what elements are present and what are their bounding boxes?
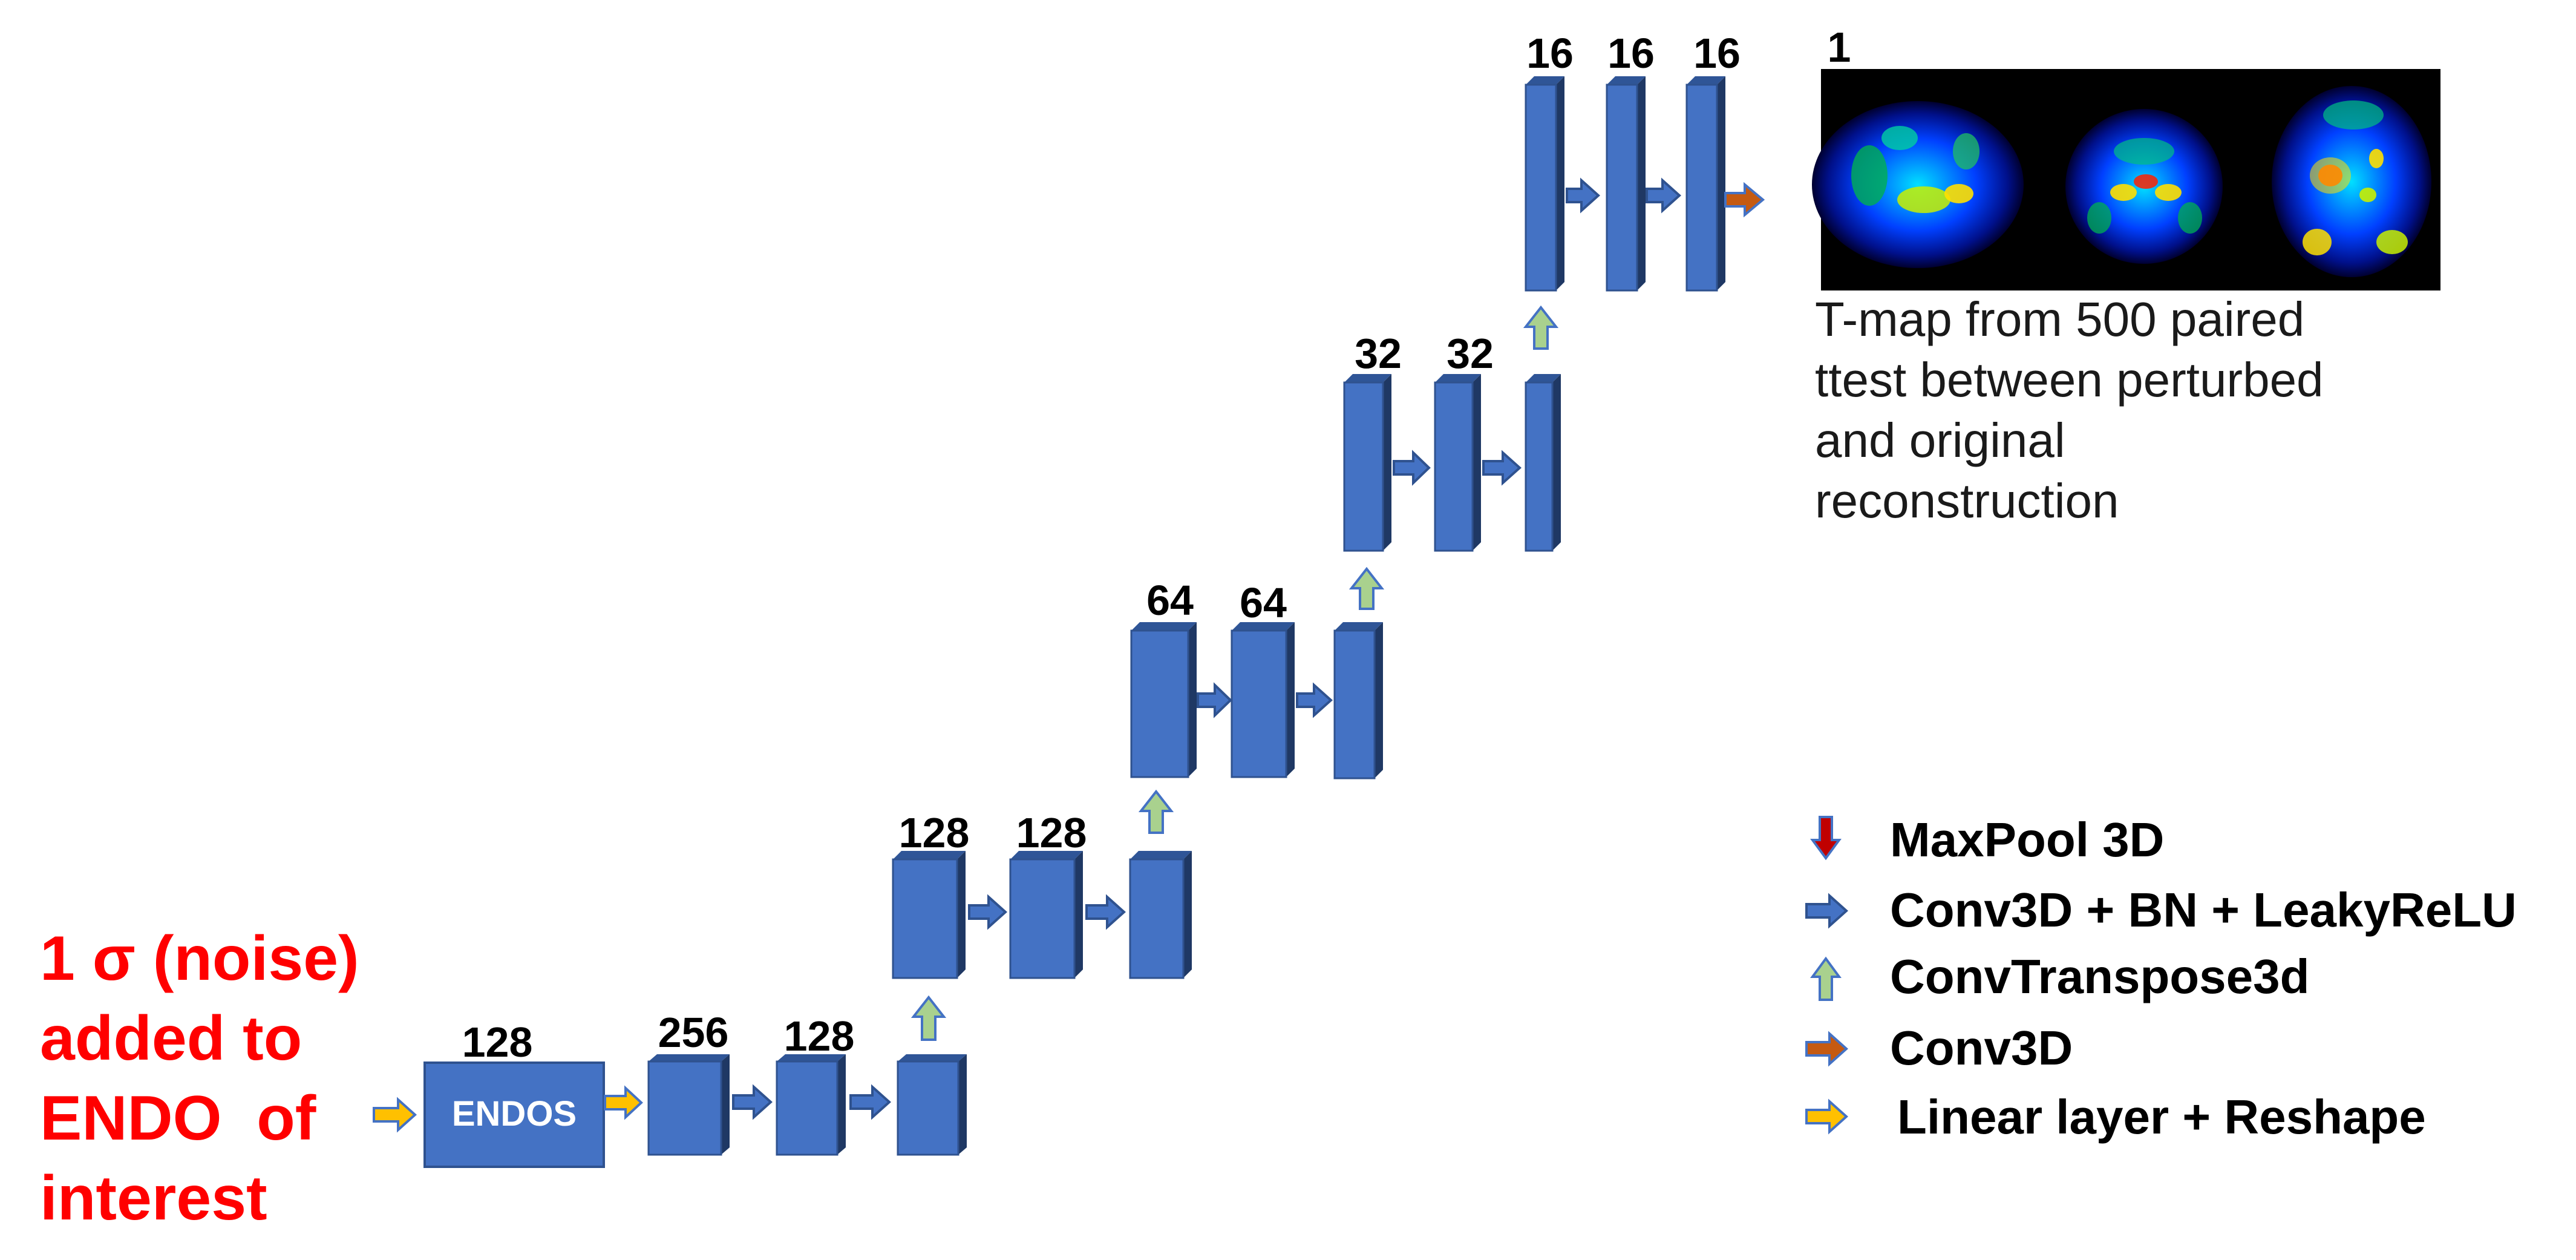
conv-arrow-icon (849, 1084, 892, 1120)
legend-label-linear: Linear layer + Reshape (1897, 1090, 2426, 1144)
linear-arrow-icon (1805, 1098, 1849, 1135)
connection-arrows (373, 177, 1765, 1133)
noise-annotation-line: 1 σ (noise) (40, 924, 359, 994)
convtranspose-arrow-icon (1348, 566, 1385, 610)
feature-block-l1-a (892, 851, 966, 979)
conv-arrow-icon (1197, 682, 1232, 718)
feature-block-l3-b (1434, 374, 1481, 552)
channel-labels: 128 256 128 128 128 64 64 32 32 16 16 16… (462, 24, 1851, 1066)
conv-arrow-icon (1646, 177, 1682, 214)
conv3d-arrow-icon (1805, 1031, 1849, 1067)
channel-label: 16 (1693, 30, 1741, 77)
conv-arrow-icon (1566, 177, 1601, 214)
noise-annotation-line: interest (40, 1163, 267, 1233)
layer-blocks: ENDOS (423, 76, 1725, 1168)
brain-coronal-view (2065, 109, 2223, 264)
conv-arrow-icon (968, 894, 1008, 930)
conv-arrow-icon (732, 1084, 773, 1120)
feature-block-l1-c (1129, 851, 1192, 979)
feature-block-l2-c (1333, 622, 1383, 779)
feature-block-l3-a (1343, 374, 1391, 552)
brain-axial-view (2272, 86, 2431, 277)
feature-block-l4-a (1525, 76, 1564, 292)
legend-label-conv: Conv3D + BN + LeakyReLU (1890, 883, 2517, 937)
convtranspose-arrow-icon (910, 995, 947, 1041)
legend-label-maxpool: MaxPool 3D (1890, 813, 2165, 867)
channel-label: 128 (784, 1012, 855, 1060)
linear-arrow-icon (604, 1085, 643, 1120)
feature-block-l2-a (1130, 622, 1197, 778)
conv-arrow-icon (1296, 682, 1333, 718)
channel-label: 16 (1607, 30, 1655, 77)
t-map-image (1812, 69, 2440, 290)
channel-label: 256 (658, 1009, 729, 1056)
feature-block-l4-b (1606, 76, 1646, 292)
legend-label-conv3d: Conv3D (1890, 1021, 2073, 1075)
convtranspose-arrow-icon (1810, 956, 1842, 1001)
noise-annotation-line: ENDO of (40, 1083, 316, 1153)
endos-block-label: ENDOS (452, 1094, 577, 1134)
feature-block-l3-c (1525, 374, 1561, 552)
conv-arrow-icon (1393, 450, 1431, 486)
convtranspose-arrow-icon (1523, 305, 1559, 350)
legend-label-convtranspose: ConvTranspose3d (1890, 950, 2310, 1003)
feature-block-enc-3 (897, 1054, 967, 1156)
channel-label: 32 (1355, 330, 1402, 377)
caption-line: and original (1815, 413, 2065, 467)
channel-label: 128 (462, 1019, 533, 1066)
conv-arrow-icon (1482, 450, 1522, 486)
legend-icons (1805, 816, 1849, 1135)
noise-annotation: 1 σ (noise) added to ENDO of interest (40, 919, 359, 1238)
feature-block-l4-c (1685, 76, 1725, 292)
maxpool-arrow-icon (1810, 816, 1842, 861)
feature-block-enc-1 (647, 1054, 730, 1156)
feature-block-enc-2 (776, 1054, 846, 1156)
channel-label: 16 (1526, 30, 1574, 77)
conv3d-arrow-icon (1724, 182, 1765, 218)
caption-line: ttest between perturbed (1815, 353, 2324, 407)
conv-arrow-icon (1805, 893, 1849, 929)
t-map-caption: T-map from 500 paired ttest between pert… (1815, 289, 2324, 531)
output-channel-label: 1 (1828, 24, 1851, 71)
conv-arrow-icon (1085, 894, 1126, 930)
brain-sagittal-view (1812, 101, 2024, 268)
channel-label: 64 (1146, 577, 1194, 624)
noise-annotation-line: added to (40, 1003, 302, 1074)
channel-label: 128 (1016, 809, 1087, 856)
endos-block: ENDOS (423, 1061, 605, 1168)
feature-block-l2-b (1231, 622, 1295, 778)
channel-label: 32 (1447, 330, 1494, 377)
channel-label: 64 (1240, 579, 1287, 626)
feature-block-l1-b (1009, 851, 1083, 979)
channel-label: 128 (899, 809, 970, 856)
caption-line: reconstruction (1815, 474, 2119, 528)
caption-line: T-map from 500 paired (1815, 292, 2305, 346)
convtranspose-arrow-icon (1138, 789, 1174, 834)
linear-arrow-icon (373, 1097, 417, 1133)
